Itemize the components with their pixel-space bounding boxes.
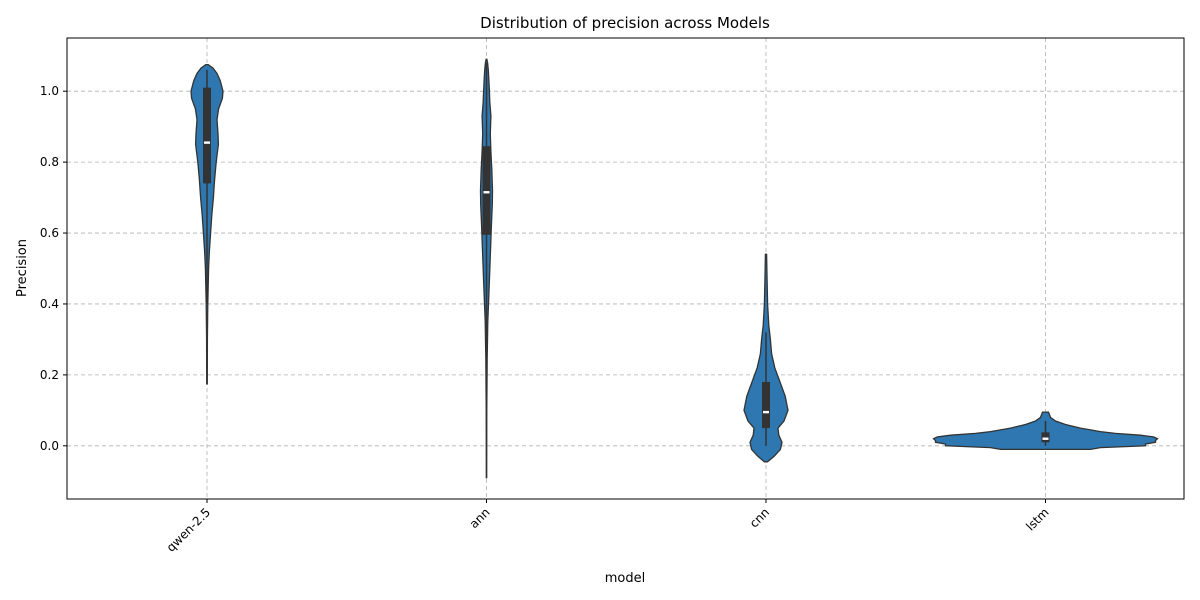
y-tick-label: 0.8 [40, 155, 59, 169]
violin-median [763, 410, 769, 414]
x-tick-label-lstm: lstm [1023, 505, 1051, 533]
violins [190, 58, 1159, 479]
violin-median [1042, 437, 1049, 440]
y-tick-label: 1.0 [40, 84, 59, 98]
y-tick-label: 0.2 [40, 368, 59, 382]
y-axis-label: Precision [15, 239, 30, 297]
x-axis-label: model [605, 571, 645, 586]
violin-qwen-2-5 [190, 63, 224, 385]
x-tick-label-cnn: cnn [747, 505, 772, 530]
violin-iqr-box [1041, 432, 1050, 443]
violin-lstm [932, 411, 1159, 451]
violin-cnn [743, 253, 789, 463]
violin-ann [479, 58, 494, 479]
chart-title: Distribution of precision across Models [480, 14, 770, 32]
y-tick-label: 0.6 [40, 226, 59, 240]
y-tick-label: 0.0 [40, 439, 59, 453]
violin-median [204, 141, 210, 144]
x-tick-label-ann: ann [467, 505, 493, 531]
y-axis-ticks: 0.0 0.2 0.4 0.6 0.8 1.0 [40, 84, 67, 453]
y-tick-label: 0.4 [40, 297, 59, 311]
plot-frame [66, 37, 1185, 500]
violin-iqr-box [762, 381, 770, 429]
violin-median [483, 191, 490, 194]
x-axis-ticks: qwen-2.5 ann cnn lstm [164, 499, 1052, 555]
x-tick-label-qwen-2-5: qwen-2.5 [164, 505, 213, 554]
violin-iqr-box [203, 87, 211, 184]
violin-iqr-box [482, 146, 491, 235]
